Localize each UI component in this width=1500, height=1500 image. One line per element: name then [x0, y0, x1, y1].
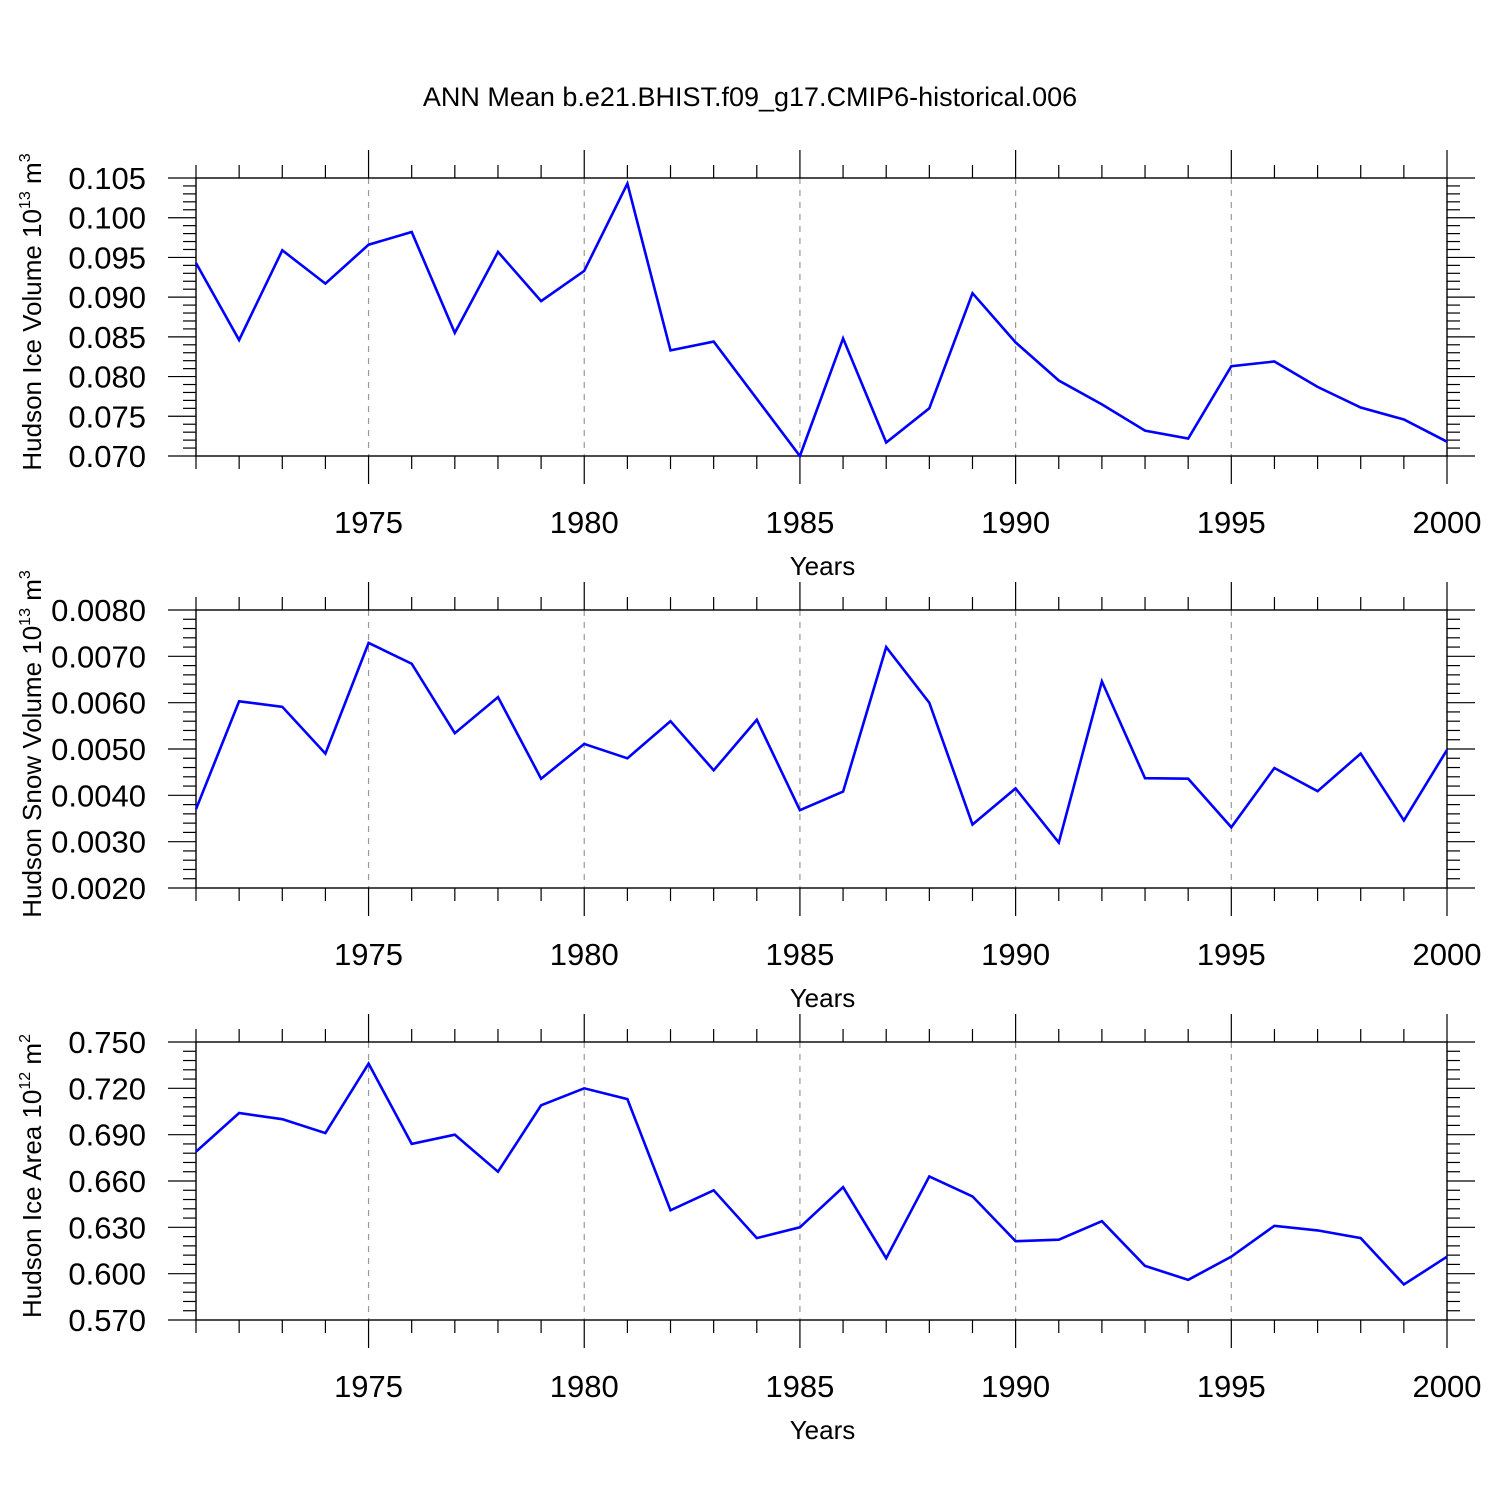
y-axis-label-exp: 12	[17, 1072, 34, 1090]
y-axis-label-unit-exp: 2	[17, 1034, 34, 1043]
x-tick-label: 1985	[765, 937, 834, 972]
x-tick-label: 1975	[334, 505, 403, 540]
x-tick-label: 1990	[981, 937, 1050, 972]
y-tick-label: 0.690	[68, 1118, 146, 1153]
series-line	[194, 641, 1449, 846]
y-tick-label: 0.570	[68, 1303, 146, 1338]
y-tick-label: 0.0080	[51, 593, 146, 628]
x-tick-label: 1975	[334, 1369, 403, 1404]
plot-frame	[195, 177, 1448, 457]
x-axis-label: Years	[790, 1415, 856, 1445]
panel-3: 0.570 0.600 0.630 0.660 0.690 0.720 0.750 1975 1…	[17, 1014, 1481, 1445]
x-tick-label: 2000	[1413, 1369, 1482, 1404]
y-tick-label: 0.080	[68, 360, 146, 395]
x-tick-label: 1980	[550, 1369, 619, 1404]
y-tick-label: 0.720	[68, 1071, 146, 1106]
y-axis-label-unit: m	[17, 1043, 47, 1072]
y-tick-label: 0.0020	[51, 871, 146, 906]
y-axis-label-unit-exp: 3	[17, 570, 34, 579]
x-tick-label: 1985	[765, 1369, 834, 1404]
x-tick-label: 1990	[981, 505, 1050, 540]
y-tick-label: 0.750	[68, 1025, 146, 1060]
y-axis-label: Hudson Ice Area 1012 m2	[17, 1034, 47, 1318]
y-tick-label: 0.0030	[51, 825, 146, 860]
y-tick-label: 0.0070	[51, 639, 146, 674]
x-tick-label: 1995	[1197, 1369, 1266, 1404]
plot-frame	[195, 1041, 1448, 1321]
y-tick-label: 0.085	[68, 320, 146, 355]
y-axis-label-exp: 13	[17, 608, 34, 626]
x-tick-label: 1995	[1197, 937, 1266, 972]
y-tick-label: 0.0050	[51, 732, 146, 767]
y-axis-label-main: Hudson Ice Volume 10	[17, 209, 47, 471]
x-tick-label: 1990	[981, 1369, 1050, 1404]
y-tick-label: 0.630	[68, 1210, 146, 1245]
y-tick-label: 0.095	[68, 240, 146, 275]
y-tick-label: 0.0060	[51, 686, 146, 721]
plot-frame	[195, 609, 1448, 889]
y-axis-label-main: Hudson Ice Area 10	[17, 1090, 47, 1318]
y-tick-label: 0.100	[68, 201, 146, 236]
y-tick-label: 0.660	[68, 1164, 146, 1199]
x-tick-label: 1995	[1197, 505, 1266, 540]
y-axis-label-main: Hudson Snow Volume 10	[17, 626, 47, 918]
y-axis-label-exp: 13	[17, 191, 34, 209]
y-axis-label-unit-exp: 3	[17, 153, 34, 162]
y-tick-label: 0.090	[68, 280, 146, 315]
y-tick-label: 0.105	[68, 161, 146, 196]
y-axis-label-unit: m	[17, 579, 47, 608]
x-tick-label: 1975	[334, 937, 403, 972]
y-tick-label: 0.600	[68, 1257, 146, 1292]
y-axis-label-unit: m	[17, 162, 47, 191]
chart-title: ANN Mean b.e21.BHIST.f09_g17.CMIP6-histo…	[423, 82, 1077, 112]
series-line	[194, 179, 1448, 459]
x-tick-label: 1985	[765, 505, 834, 540]
x-axis-label: Years	[790, 983, 856, 1013]
x-tick-label: 2000	[1413, 937, 1482, 972]
series-line	[195, 1061, 1448, 1287]
y-axis-label: Hudson Ice Volume 1013 m3	[17, 153, 47, 470]
x-tick-label: 1980	[550, 505, 619, 540]
panel-2: 0.0020 0.0030 0.0040 0.0050 0.0060 0.0070 0.00…	[17, 570, 1481, 1013]
y-tick-label: 0.0040	[51, 778, 146, 813]
x-tick-label: 1980	[550, 937, 619, 972]
x-axis-label: Years	[790, 551, 856, 581]
y-tick-label: 0.075	[68, 399, 146, 434]
y-axis-label: Hudson Snow Volume 1013 m3	[17, 570, 47, 918]
panel-1: 0.070 0.075 0.080 0.085 0.090 0.095 0.100 0.105…	[17, 150, 1481, 581]
y-tick-label: 0.070	[68, 439, 146, 474]
x-tick-label: 2000	[1413, 505, 1482, 540]
